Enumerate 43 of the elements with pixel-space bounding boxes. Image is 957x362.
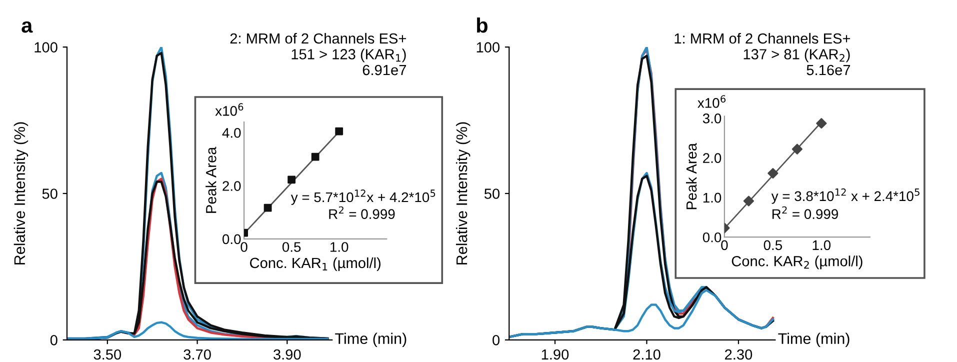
y-tick-label: 0 <box>492 335 500 346</box>
x-axis-title: Conc. KAR$_{2}$ (µmol/l) <box>732 256 862 270</box>
x-tick-label: 1.90 <box>542 349 569 360</box>
annotation: y = 3.8*10$^{12}$ x + 2.4*10$^{5}$ <box>771 188 920 204</box>
annotation: x10$^{6}$ <box>215 103 244 116</box>
y-tick-label: 0.0 <box>702 232 722 242</box>
x-tick-label: 3.50 <box>94 349 122 360</box>
y-tick-label: 4.0 <box>222 128 241 138</box>
annotation: R$^{2}$ = 0.999 <box>772 206 838 220</box>
annotation: x10$^{6}$ <box>698 95 726 108</box>
annotation: 1: MRM of 2 Channels ES+ 137 > 81 (KAR$_{2}$) 5.16e7 <box>674 32 850 76</box>
x-tick-label: 3.70 <box>184 349 211 360</box>
y-tick-label: 100 <box>34 42 58 52</box>
y-tick-label: 0.0 <box>222 234 241 244</box>
x-tick-label: 3.90 <box>274 349 301 360</box>
annotation: 2: MRM of 2 Channels ES+ 151 > 123 (KAR$_{1}$) 6.91e7 <box>230 32 406 76</box>
y-axis-title: Peak Area <box>206 146 216 213</box>
x-tick-label: 0 <box>240 242 248 252</box>
y-axis-title: Relative Intensity (%) <box>14 122 28 264</box>
y-tick-label: 3.0 <box>702 114 722 124</box>
x-tick-label: 0 <box>721 240 728 250</box>
y-tick-label: 50 <box>484 188 500 199</box>
y-tick-label: 2.0 <box>703 153 722 163</box>
annotation: R$^{2}$ = 0.999 <box>329 206 395 220</box>
x-axis-title: Time (min) <box>778 332 850 348</box>
x-tick-label: 2.10 <box>633 349 660 360</box>
y-tick-label: 2.0 <box>222 181 241 191</box>
annotation: y = 5.7*10$^{12}$x + 4.2*10$^{5}$ <box>290 190 436 205</box>
text: a <box>22 21 33 33</box>
x-tick-label: 0.5 <box>282 242 301 252</box>
y-axis-title: Peak Area <box>686 143 697 210</box>
x-axis-title: Time (min) <box>335 332 406 348</box>
y-tick-label: 0 <box>50 335 58 346</box>
y-tick-label: 100 <box>476 42 500 52</box>
x-tick-label: 1.0 <box>812 240 831 250</box>
text: b <box>477 17 488 33</box>
y-tick-label: 1.0 <box>703 192 722 203</box>
y-tick-label: 50 <box>42 188 58 199</box>
x-axis-title: Conc. KAR$_{1}$ (µmol/l) <box>250 257 380 272</box>
x-tick-label: 0.5 <box>764 240 782 250</box>
y-axis-title: Relative Intensity (%) <box>456 122 470 264</box>
x-tick-label: 2.30 <box>725 349 752 360</box>
x-tick-label: 1.0 <box>330 242 348 252</box>
